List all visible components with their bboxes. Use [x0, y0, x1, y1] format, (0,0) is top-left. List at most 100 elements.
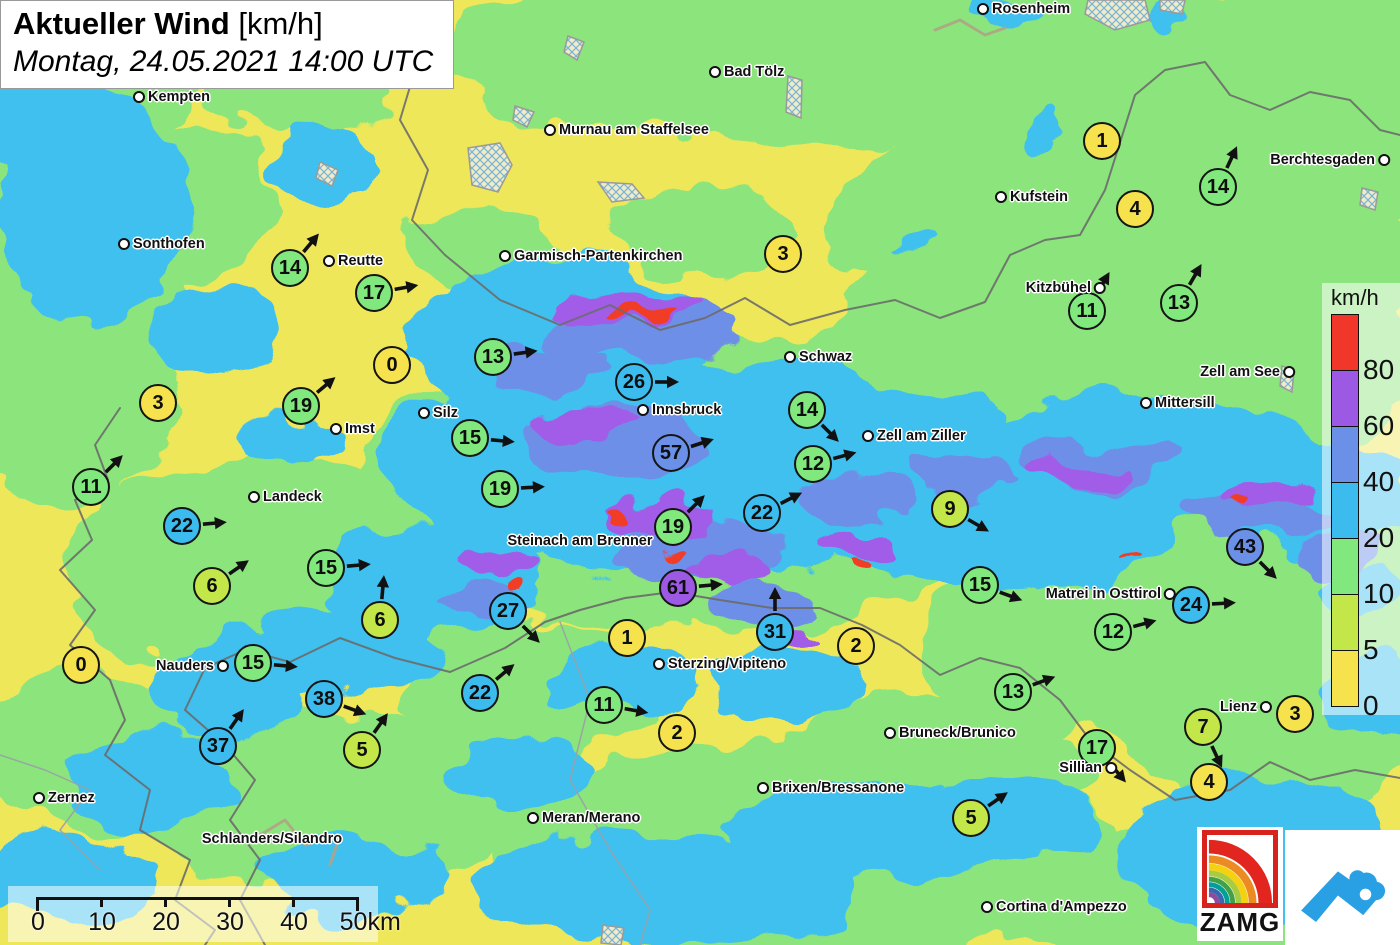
- wind-speed-value: 13: [994, 673, 1032, 711]
- wind-speed-value: 9: [931, 490, 969, 528]
- city-name: Imst: [345, 421, 375, 437]
- city-name: Sillian: [1059, 760, 1102, 776]
- city-label: Rosenheim: [974, 1, 1070, 17]
- legend-band-label: 40: [1363, 466, 1395, 497]
- city-marker-icon: [977, 3, 989, 15]
- wind-speed-value: 19: [282, 387, 320, 425]
- wind-direction-arrow-icon: [624, 704, 649, 717]
- city-name: Silz: [433, 405, 458, 421]
- city-marker-icon: [1105, 762, 1117, 774]
- lakes: [315, 0, 1379, 945]
- wind-station: 13: [474, 338, 538, 376]
- city-label: Zell am See: [1200, 364, 1298, 380]
- scale-tick: [36, 897, 39, 911]
- wind-station: 61: [659, 569, 723, 607]
- partner-logo-box: [1285, 830, 1400, 945]
- scale-label: 10: [88, 908, 116, 936]
- wind-station: 0: [62, 646, 100, 684]
- city-name: Lienz: [1219, 699, 1257, 715]
- wind-station: 22: [163, 507, 227, 545]
- city-name: Berchtesgaden: [1270, 152, 1375, 168]
- city-label: Cortina d'Ampezzo: [978, 899, 1127, 915]
- wind-station: 4: [1190, 763, 1228, 801]
- city-marker-icon: [1140, 397, 1152, 409]
- wind-direction-arrow-icon: [690, 436, 714, 449]
- legend-band: 60: [1331, 371, 1394, 441]
- wind-station: 2: [658, 714, 696, 752]
- city-label: Kempten: [130, 89, 210, 105]
- city-marker-icon: [527, 812, 539, 824]
- wind-direction-arrow-icon: [343, 704, 367, 717]
- city-label: Kitzbühel: [1026, 280, 1109, 296]
- city-marker-icon: [499, 250, 511, 262]
- wind-station: 1: [1083, 122, 1121, 160]
- wind-speed-value: 22: [461, 674, 499, 712]
- scale-label: 50km: [339, 908, 401, 936]
- wind-station: 19: [654, 495, 705, 546]
- legend-band-label: 5: [1363, 634, 1379, 665]
- city-name: Bruneck/Brunico: [899, 725, 1016, 741]
- wind-speed-value: 3: [139, 384, 177, 422]
- legend-band-label: 0: [1363, 690, 1379, 721]
- city-marker-icon: [784, 351, 796, 363]
- wind-speed-value: 31: [756, 613, 794, 651]
- wind-speed-value: 14: [271, 249, 309, 287]
- wind-direction-arrow-icon: [1211, 597, 1236, 610]
- wind-station: 3: [1276, 695, 1314, 733]
- wind-speed-value: 24: [1172, 586, 1210, 624]
- city-marker-icon: [33, 792, 45, 804]
- wind-speed-value: 61: [659, 569, 697, 607]
- wind-station: 37: [199, 709, 244, 765]
- city-marker-icon: [330, 423, 342, 435]
- city-label: Lienz: [1220, 699, 1275, 715]
- wind-speed-value: 13: [1160, 284, 1198, 322]
- wind-station: 43: [1226, 528, 1277, 579]
- map-title-unit: [km/h]: [238, 6, 323, 41]
- wind-speed-value: 2: [837, 627, 875, 665]
- city-label: Schwaz: [781, 349, 852, 365]
- city-name: Brixen/Bressanone: [772, 780, 905, 796]
- scale-bar-line: [36, 897, 356, 900]
- city-name: Schwaz: [799, 349, 853, 365]
- wind-station: 27: [489, 592, 540, 643]
- wind-speed-value: 19: [654, 508, 692, 546]
- wind-speed-value: 12: [794, 445, 832, 483]
- legend-band: 40: [1331, 427, 1394, 497]
- wind-direction-arrow-icon: [987, 792, 1008, 808]
- city-name: Steinach am Brenner: [507, 533, 653, 549]
- wind-speed-value: 15: [234, 644, 272, 682]
- city-name: Landeck: [263, 489, 322, 505]
- wind-speed-value: 14: [1199, 168, 1237, 206]
- wind-speed-value: 6: [193, 567, 231, 605]
- wind-speed-value: 0: [373, 346, 411, 384]
- city-label: Matrei in Osttirol: [1046, 586, 1179, 602]
- scale-tick: [228, 897, 231, 907]
- wind-direction-arrow-icon: [655, 375, 679, 389]
- city-name: Sonthofen: [133, 236, 205, 252]
- wind-direction-arrow-icon: [104, 455, 123, 474]
- wind-station: 14: [271, 233, 319, 287]
- city-marker-icon: [653, 658, 665, 670]
- legend-band-label: 60: [1363, 410, 1395, 441]
- wind-direction-arrow-icon: [273, 659, 298, 673]
- map-scale-bar: 0 10 20 30 40 50km: [8, 886, 401, 942]
- wind-station: 1: [608, 619, 646, 657]
- city-name: Rosenheim: [992, 1, 1071, 17]
- city-label: Steinach am Brenner: [507, 533, 652, 549]
- wind-speed-value: 57: [652, 434, 690, 472]
- scale-tick: [164, 897, 167, 907]
- wind-station: 11: [585, 686, 649, 724]
- scale-label: 40: [280, 908, 308, 936]
- map-title-main: Aktueller Wind: [13, 6, 230, 41]
- wind-station: 22: [743, 492, 803, 532]
- wind-speed-value: 19: [481, 470, 519, 508]
- wind-speed-value: 12: [1094, 613, 1132, 651]
- city-marker-icon: [995, 191, 1007, 203]
- wind-station: 38: [305, 680, 367, 718]
- legend-band-label: 10: [1363, 578, 1395, 609]
- wind-station: 17: [355, 274, 419, 312]
- wind-station: 15: [234, 644, 298, 682]
- legend-band: 10: [1331, 539, 1394, 609]
- city-name: Innsbruck: [652, 402, 722, 418]
